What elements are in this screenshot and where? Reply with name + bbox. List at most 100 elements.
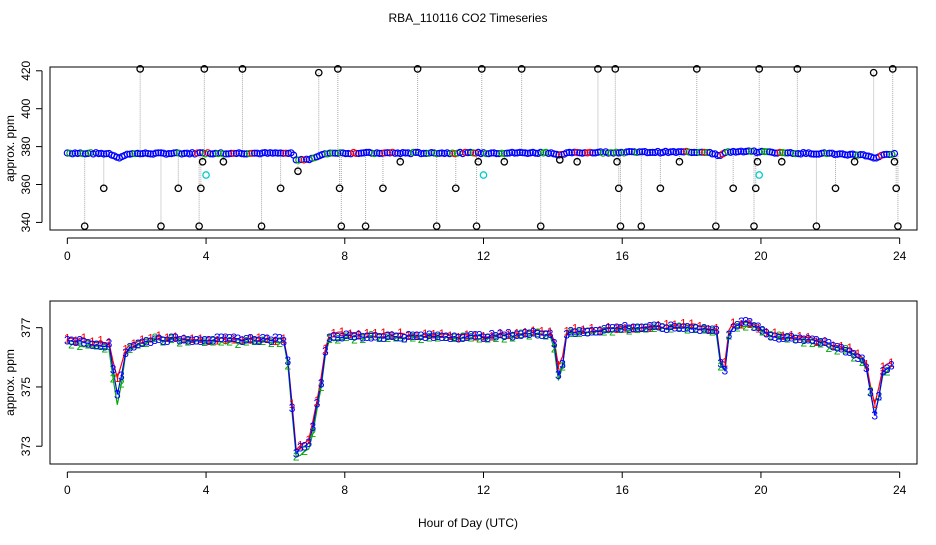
series-marker-2: 2 [235,337,242,351]
series-marker-3: 3 [255,334,262,348]
series-marker-1: 1 [314,394,321,408]
series-marker-3: 3 [634,321,641,335]
series-marker-2: 2 [601,325,608,339]
series-marker-3: 3 [264,332,271,346]
series-marker-2: 2 [126,342,133,356]
baseline-point [823,150,831,158]
series-marker-3: 3 [247,331,254,345]
series-marker-3: 3 [584,325,591,339]
series-marker-3: 3 [801,333,808,347]
series-marker-2: 2 [326,332,333,346]
baseline-point [648,148,657,156]
series-marker-2: 2 [85,338,92,352]
series-marker-2: 2 [867,384,874,398]
series-marker-3: 3 [876,390,883,404]
series-marker-3: 3 [468,329,475,343]
series-marker-3: 3 [193,334,200,348]
series-marker-3: 3 [405,328,412,342]
outlier-point [613,157,621,166]
baseline-point [880,151,888,159]
series-marker-1: 1 [156,329,163,343]
baseline-point [628,148,636,156]
series-marker-3: 3 [846,345,853,359]
top-baseline-points [63,147,899,164]
baseline-point [573,148,581,157]
series-marker-3: 3 [726,328,733,342]
outlier-point [276,184,285,193]
series-marker-3: 3 [280,334,287,348]
series-marker-3: 3 [767,330,774,344]
chart-title: RBA_110116 CO2 Timeseries [389,11,548,25]
series-marker-2: 2 [617,322,624,336]
series-marker-1: 1 [347,327,354,341]
series-marker-2: 2 [434,331,441,345]
series-marker-3: 3 [168,331,175,345]
baseline-point [427,149,436,157]
outlier-point [712,222,720,231]
series-marker-2: 2 [185,334,192,348]
series-marker-3: 3 [355,329,362,343]
series-marker-2: 2 [851,350,858,364]
baseline-point [193,149,201,157]
outlier-point [238,65,247,73]
outlier-point [451,184,460,193]
series-marker-3: 3 [796,332,803,346]
series-marker-2: 2 [501,332,508,346]
baseline-point [469,149,477,157]
baseline-point [503,149,511,157]
outlier-point [200,65,209,73]
series-marker-3: 3 [638,321,645,335]
series-marker-1: 1 [447,329,454,343]
baseline-point [604,149,612,157]
baseline-point [438,149,446,157]
series-marker-1: 1 [472,330,479,344]
outlier-point [361,222,370,231]
series-marker-3: 3 [276,331,283,345]
series-marker-2: 2 [376,331,383,345]
series-marker-3: 3 [359,330,366,344]
series-marker-3: 3 [630,321,637,335]
series-marker-1: 1 [114,371,121,385]
series-marker-3: 3 [318,377,325,391]
series-marker-2: 2 [709,325,716,339]
series-marker-1: 1 [89,335,96,349]
baseline-point [243,150,251,158]
baseline-point [399,149,407,157]
series-marker-3: 3 [647,320,654,334]
series-marker-2: 2 [676,320,683,334]
series-marker-3: 3 [185,334,192,348]
outlier-point [777,157,786,166]
series-marker-3: 3 [176,334,183,348]
series-marker-1: 1 [106,336,113,350]
baseline-point [776,148,784,156]
series-marker-3: 3 [272,331,279,345]
series-marker-1: 1 [522,326,529,340]
baseline-point [846,150,854,158]
series-marker-3: 3 [347,329,354,343]
series-marker-3: 3 [447,331,454,345]
series-marker-1: 1 [613,322,620,336]
series-marker-3: 3 [131,340,138,354]
series-marker-2: 2 [168,332,175,346]
series-marker-1: 1 [239,333,246,347]
series-marker-2: 2 [310,426,317,440]
series-marker-3: 3 [243,333,250,347]
series-marker-2: 2 [742,319,749,333]
series-marker-3: 3 [826,336,833,350]
series-marker-1: 1 [688,317,695,331]
series-marker-2: 2 [285,359,292,373]
baseline-point [760,148,769,156]
series-marker-3: 3 [455,331,462,345]
series-marker-3: 3 [297,441,304,455]
series-marker-2: 2 [210,335,217,349]
series-marker-1: 1 [214,333,221,347]
series-marker-1: 1 [230,333,237,347]
series-marker-3: 3 [692,322,699,336]
baseline-point [693,148,701,157]
baseline-point [862,152,870,160]
series-marker-1: 1 [780,329,787,343]
series-marker-1: 1 [697,320,704,334]
baseline-point [94,150,103,158]
series-marker-3: 3 [605,322,612,336]
series-marker-3: 3 [397,330,404,344]
